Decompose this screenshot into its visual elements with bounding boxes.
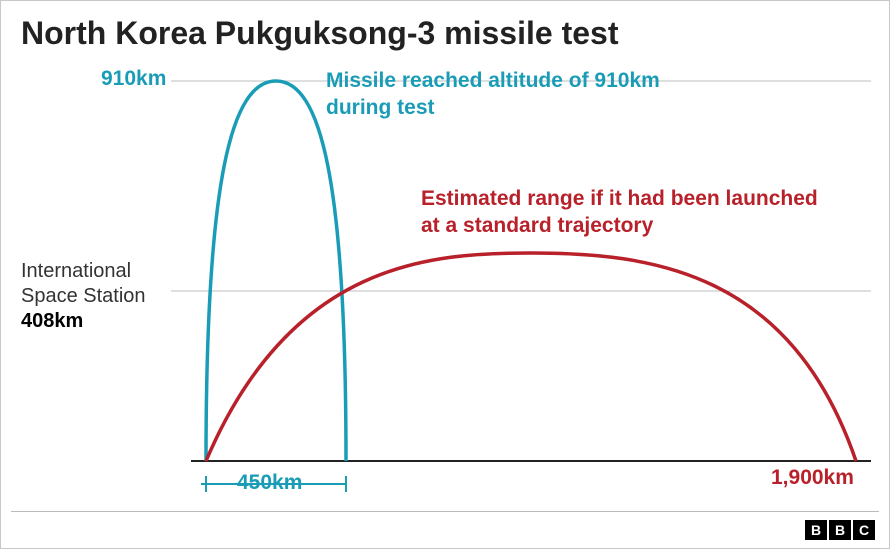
iss-label: International Space Station 408km (21, 259, 146, 334)
standard-trajectory (206, 253, 856, 461)
iss-line2: Space Station (21, 284, 146, 309)
standard-range-label: 1,900km (771, 466, 854, 490)
iss-altitude-value: 408km (21, 309, 146, 334)
peak-altitude-label: 910km (101, 67, 166, 91)
lofted-trajectory (206, 81, 346, 461)
bbc-logo-c: C (853, 520, 875, 540)
bbc-logo: B B C (805, 520, 875, 540)
infographic-container: North Korea Pukguksong-3 missile test 91… (0, 0, 890, 549)
lofted-range-label: 450km (237, 471, 302, 495)
footer-rule (11, 511, 879, 512)
iss-line1: International (21, 259, 146, 284)
standard-annotation: Estimated range if it had been launched … (421, 185, 821, 240)
lofted-annotation: Missile reached altitude of 910km during… (326, 67, 666, 122)
bbc-logo-b2: B (829, 520, 851, 540)
bbc-logo-b1: B (805, 520, 827, 540)
